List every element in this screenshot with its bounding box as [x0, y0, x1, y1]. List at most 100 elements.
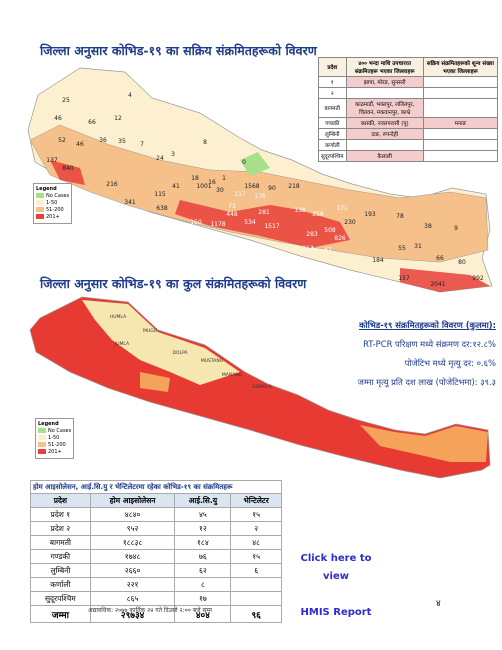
link-text[interactable]: view: [323, 571, 349, 582]
district-value: 46: [76, 141, 84, 148]
legend-item: No Cases: [38, 428, 71, 435]
district-value: 3: [171, 151, 175, 158]
legend-item: 201+: [36, 214, 69, 221]
table-cell: झापा, मोरङ, सुनसरी: [345, 76, 424, 88]
map-region: [400, 268, 490, 292]
table-cell: गण्डकी: [30, 549, 91, 564]
table-cell: गण्डकी: [318, 117, 347, 129]
district-value: 52: [58, 137, 66, 144]
link-text[interactable]: Click here to: [300, 553, 372, 564]
table-row: प्रदेश १ ४८४० ४५ १५: [30, 507, 282, 522]
hmis-link[interactable]: Click here to view HMIS Report: [296, 550, 376, 622]
page-number: ४: [436, 599, 441, 609]
table-cell: १५: [230, 507, 282, 522]
table-cell: [345, 87, 424, 99]
legend-item: No Cases: [36, 193, 69, 200]
table-cell: प्रदेश २: [30, 521, 91, 536]
district-value: 283: [306, 231, 318, 238]
district-value: 1001: [196, 183, 211, 190]
district-value: 448: [226, 211, 238, 218]
total-cell: ४०४: [174, 605, 232, 623]
table-cell: [345, 139, 424, 151]
table-cell: सुदूरपश्चिम: [30, 591, 91, 606]
table-cell: ६: [230, 563, 282, 578]
legend-title: Legend: [38, 421, 59, 427]
district-value: 73: [228, 203, 236, 210]
legend-item: 51-200: [38, 442, 71, 449]
header-cell: होम आइसोलेसन: [89, 493, 176, 508]
header-cell: प्रदेश: [30, 493, 91, 508]
map-region: [29, 124, 489, 263]
table-cell: लुम्बिनी: [30, 563, 91, 578]
table-cell: १८८३८: [89, 535, 176, 550]
district-value: 184: [372, 257, 384, 264]
district-value: 341: [124, 199, 136, 206]
table-cell: २: [318, 87, 347, 99]
table-row: बागमती १८८३८ १८४ ४८: [30, 535, 282, 550]
table-cell: काठमाडौं, भक्तपुर, ललितपुर, चितवन, मकवान…: [345, 98, 424, 118]
district-name: JUMLA: [114, 341, 130, 347]
map-region: [140, 372, 170, 392]
district-value: 12: [114, 115, 122, 122]
table-row: गण्डकी कास्की, नवलपरासी (पू) मनाङ: [318, 117, 499, 129]
district-value: 176: [254, 193, 266, 200]
care-table: होम आइसोलेसन, आई.सि.यु र भेन्टिलेटरमा रह…: [30, 480, 282, 623]
legend-label: 51-200: [48, 442, 66, 448]
district-value: 46: [54, 115, 62, 122]
district-value: 31: [414, 243, 422, 250]
table-cell: बागमती: [30, 535, 91, 550]
table-cell: कर्णाली: [30, 577, 91, 592]
table-row: सुदूरपश्चिम कैलाली: [318, 150, 499, 162]
legend-label: No Cases: [48, 428, 72, 434]
district-value: 41: [172, 183, 180, 190]
district-value: 36: [99, 137, 107, 144]
district-value: 171: [336, 205, 348, 212]
map-region: [360, 425, 488, 462]
link-text[interactable]: HMIS Report: [300, 607, 372, 618]
legend-label: 51-200: [46, 207, 64, 213]
table-cell: ४८: [230, 535, 282, 550]
district-value: 90: [268, 185, 276, 192]
table-row: बागमती काठमाडौं, भक्तपुर, ललितपुर, चितवन,…: [318, 98, 499, 118]
legend-item: 51-200: [36, 207, 69, 214]
district-value: 24: [156, 155, 164, 162]
table-cell: प्रदेश १: [30, 507, 91, 522]
legend-label: 201+: [48, 449, 62, 455]
legend-swatch: [38, 428, 46, 433]
table-cell: १७४८: [89, 549, 176, 564]
footnote: अद्यावधिक: २०७७ कार्तिक २४ गते दिउसो २:०…: [88, 607, 212, 614]
map-region: [50, 160, 85, 185]
table-cell: बागमती: [318, 98, 347, 118]
header-cell: प्रदेश: [318, 57, 347, 77]
map-region: [175, 200, 350, 248]
district-name: DOLPA: [172, 350, 188, 356]
table-row: सुदूरपश्चिम ८६५ १७: [30, 591, 282, 606]
district-value: 115: [154, 191, 166, 198]
district-value: 113: [302, 245, 314, 252]
table-cell: २६६०: [89, 563, 176, 578]
table-cell: १७: [174, 591, 232, 606]
district-value: 138: [294, 207, 306, 214]
district-value: 117: [234, 191, 246, 198]
table-row: गण्डकी १७४८ ७६ १५: [30, 549, 282, 564]
district-value: 0: [242, 159, 246, 166]
district-value: 230: [344, 219, 356, 226]
district-value: 638: [156, 205, 168, 212]
map-title: जिल्ला अनुसार कोभिड-१९ का सक्रिय संक्रमि…: [40, 43, 317, 58]
district-value: 2041: [430, 281, 445, 288]
total-row: जम्मा २९७३४ ४०४ ९६: [30, 605, 282, 623]
district-value: 66: [88, 119, 96, 126]
map-region: [82, 300, 240, 385]
district-value: 534: [244, 219, 256, 226]
district-value: 508: [324, 227, 336, 234]
district-value: 258: [312, 211, 324, 218]
district-name: MUGU: [143, 328, 157, 334]
district-value: 281: [258, 209, 270, 216]
district-value: 216: [106, 181, 118, 188]
district-value: 218: [288, 183, 300, 190]
district-value: 38: [424, 223, 432, 230]
table-header: प्रदेश ४०० भन्दा माथि उपचाररत संक्रमितहरू…: [318, 57, 499, 77]
legend-label: No Cases: [46, 193, 70, 199]
table-cell: [422, 139, 499, 151]
table-cell: [422, 128, 499, 140]
